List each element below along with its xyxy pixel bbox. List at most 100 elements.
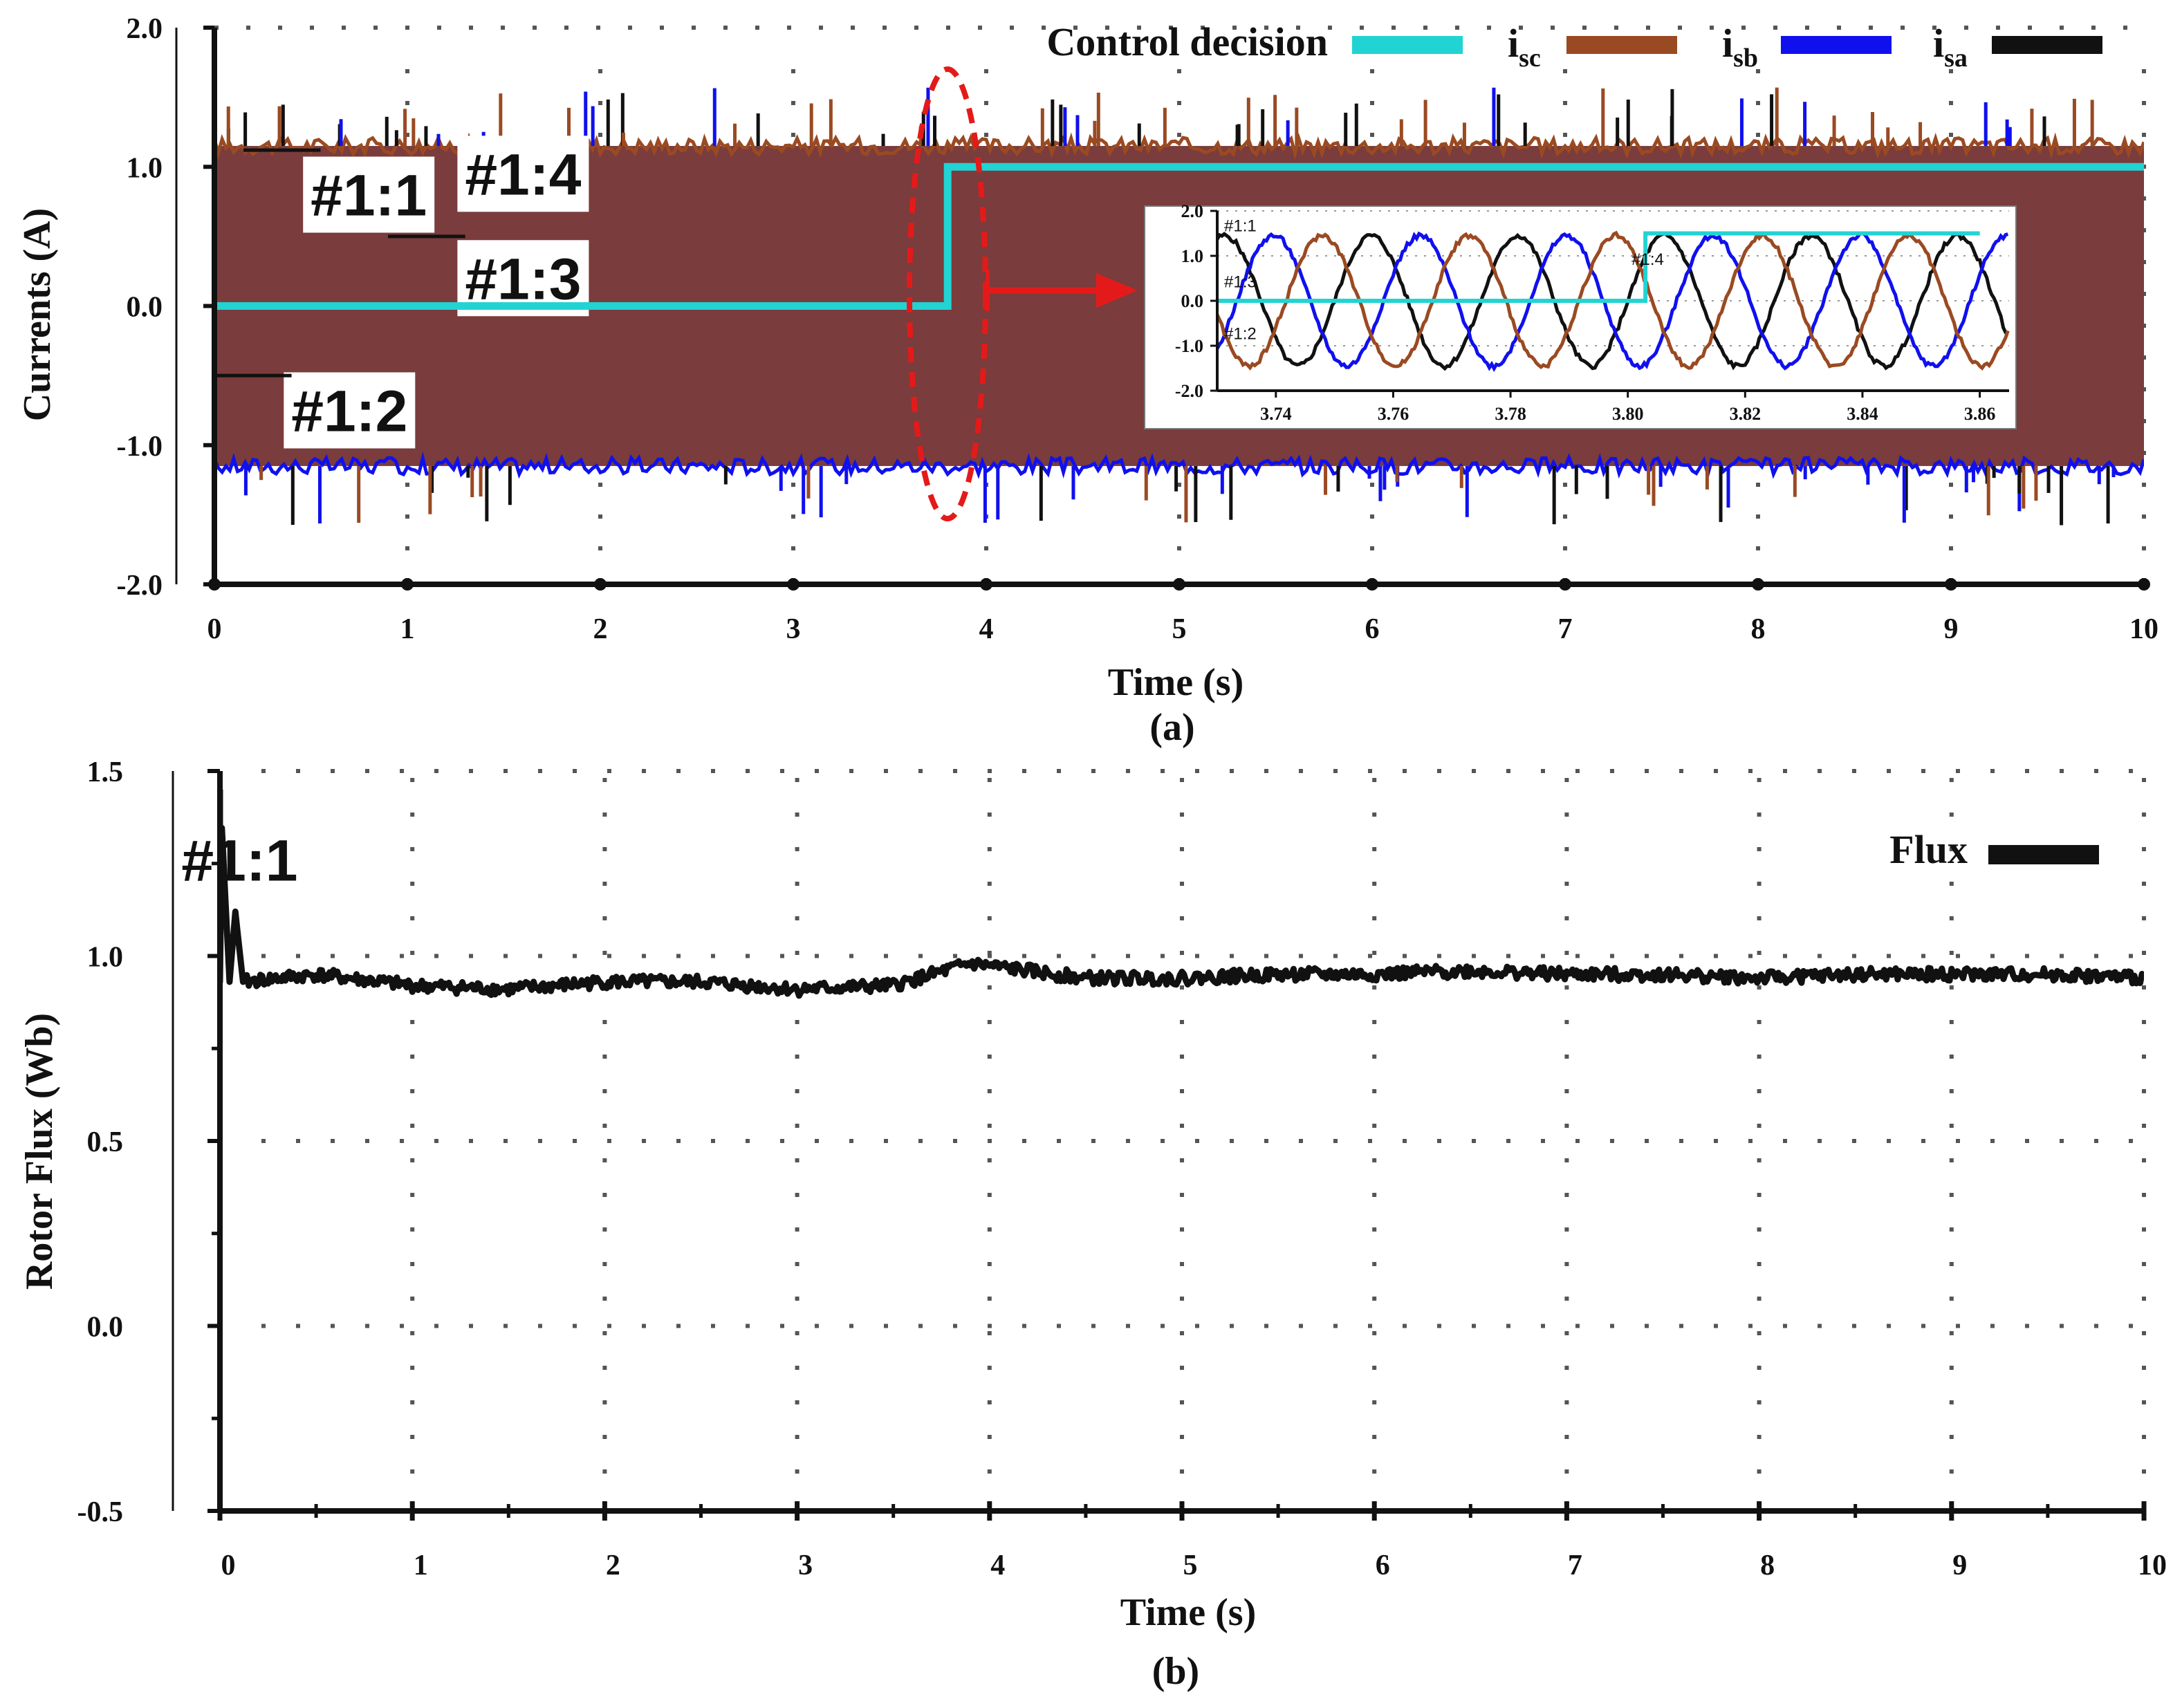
x-tick-label: 7 [1558,613,1573,645]
legend-label-control: Control decision [1046,19,1328,64]
legend-label-flux: Flux [1889,827,1968,872]
chart-a-x-ticks: 0 1 2 3 4 5 6 7 8 9 10 [207,578,2158,645]
inset-wave-isb [1217,231,2009,373]
x-tick-mark [1173,578,1185,591]
inset-y-ticks: 2.0 1.0 0.0 -1.0 -2.0 [1175,201,1217,401]
inset-control-line [1217,231,1980,303]
inset-x-tick-label: 3.74 [1260,404,1292,424]
annotation-label: #1:4 [465,142,581,207]
legend-swatch-control [1352,36,1463,54]
x-tick-label: 4 [990,1550,1005,1581]
legend-swatch-isa [1992,36,2102,54]
annotation-label: #1:2 [291,378,407,443]
annotation-label: #1:3 [465,246,581,311]
y-tick-label: 1.5 [87,756,124,788]
inset-y-tick-label: 0.0 [1181,291,1204,311]
x-tick-label: 3 [798,1550,813,1581]
x-tick-mark [1752,578,1764,591]
x-tick-label: 9 [1944,613,1959,645]
band-edge-bottom [214,452,2144,481]
flux-line [220,789,2144,999]
inset-waves [1217,230,2010,373]
x-tick-mark [1366,578,1378,591]
y-tick-label: 0.0 [87,1312,124,1344]
inset-x-tick-label: 3.78 [1495,404,1526,424]
x-tick-mark [401,578,414,591]
inset-chart: 3.74 3.76 3.78 3.80 3.82 3.84 3.86 2.0 1.0 0.0 -1… [1144,201,2017,429]
x-tick-label: 10 [2138,1550,2167,1581]
y-tick-label: -0.5 [77,1496,124,1528]
x-tick-mark [1945,578,1957,591]
inset-annotation-label: #1:2 [1224,324,1257,343]
inset-y-tick-label: -1.0 [1175,336,1203,356]
x-tick-label: 10 [2129,613,2158,645]
annotation-box [457,136,589,212]
x-tick-label: 6 [1376,1550,1390,1581]
chart-b-axes [172,771,2144,1514]
inset-annotation-label: #1:4 [1631,250,1664,269]
inset-annotation-label: #1:3 [1224,273,1257,292]
x-tick-label: 2 [593,613,608,645]
x-tick-label: 0 [221,1550,236,1581]
inset-annotation-label: #1:1 [1224,216,1257,235]
inset-x-tick-label: 3.82 [1730,404,1762,424]
chart-b-panel-label: (b) [1152,1650,1199,1693]
y-tick-label: -1.0 [117,431,163,463]
x-tick-label: 0 [207,613,222,645]
x-tick-label: 1 [400,613,415,645]
inset-y-tick-label: 2.0 [1181,201,1204,221]
inset-x-ticks: 3.74 3.76 3.78 3.80 3.82 3.84 3.86 [1260,391,1995,424]
x-tick-label: 7 [1568,1550,1582,1581]
control-decision-line [214,163,2144,310]
chart-b: #1:1 0 1 2 3 4 5 6 7 8 9 10 1.5 1.0 0.5 0.0 -0.5 Time … [18,756,2167,1693]
inset-x-tick-label: 3.80 [1612,404,1644,424]
x-tick-mark [787,578,799,591]
x-tick-label: 1 [414,1550,428,1581]
chart-b-grid [261,769,2146,1511]
x-tick-label: 4 [979,613,994,645]
chart-a-legend: Control decision isc isb isa [1046,19,2102,73]
legend-label-isa: isa [1933,21,1968,73]
x-tick-mark [2138,578,2150,591]
chart-a-x-label: Time (s) [1108,661,1244,704]
x-tick-label: 2 [606,1550,620,1581]
annotation-box [284,372,416,449]
inset-x-tick-label: 3.76 [1378,404,1409,424]
chart-b-x-ticks: 0 1 2 3 4 5 6 7 8 9 10 [217,1501,2167,1581]
current-noise [214,87,2144,526]
y-tick-label: 1.0 [127,152,163,184]
annotation-label: #1:1 [181,828,297,893]
x-tick-mark [1559,578,1571,591]
inset-y-tick-label: -2.0 [1175,381,1203,401]
chart-a-y-label: Currents (A) [16,208,59,421]
x-tick-label: 8 [1751,613,1766,645]
x-tick-label: 5 [1172,613,1187,645]
x-tick-label: 6 [1365,613,1380,645]
chart-a-y-ticks: 2.0 1.0 0.0 -1.0 -2.0 [117,13,214,602]
x-tick-label: 9 [1952,1550,1967,1581]
chart-b-annotations: #1:1 [181,828,297,893]
legend-label-isb: isb [1722,21,1758,73]
x-tick-label: 5 [1183,1550,1198,1581]
x-tick-mark [594,578,607,591]
chart-b-y-ticks: 1.5 1.0 0.5 0.0 -0.5 [77,756,220,1528]
inset-y-tick-label: 1.0 [1181,246,1204,266]
y-tick-label: -2.0 [117,570,163,602]
chart-a: #1:1 #1:4 #1:3 #1:2 0 1 2 3 4 5 6 7 8 9 10 2.0 1.0 0.0 -… [16,13,2158,749]
legend-swatch-isc [1566,36,1677,54]
y-tick-label: 1.0 [87,942,124,974]
y-tick-label: 2.0 [127,13,163,45]
y-tick-label: 0.5 [87,1126,124,1158]
inset-wave-isc [1217,230,2010,371]
legend-label-isc: isc [1508,21,1541,73]
legend-swatch-isb [1781,36,1892,54]
zoom-arrow-head [1096,273,1138,308]
x-tick-mark [980,578,992,591]
inset-x-tick-label: 3.86 [1964,404,1996,424]
inset-wave-isa [1217,231,2009,371]
annotation-box [303,156,435,233]
x-tick-label: 8 [1760,1550,1775,1581]
legend-swatch-flux [1988,845,2099,864]
annotation-label: #1:1 [311,163,427,228]
